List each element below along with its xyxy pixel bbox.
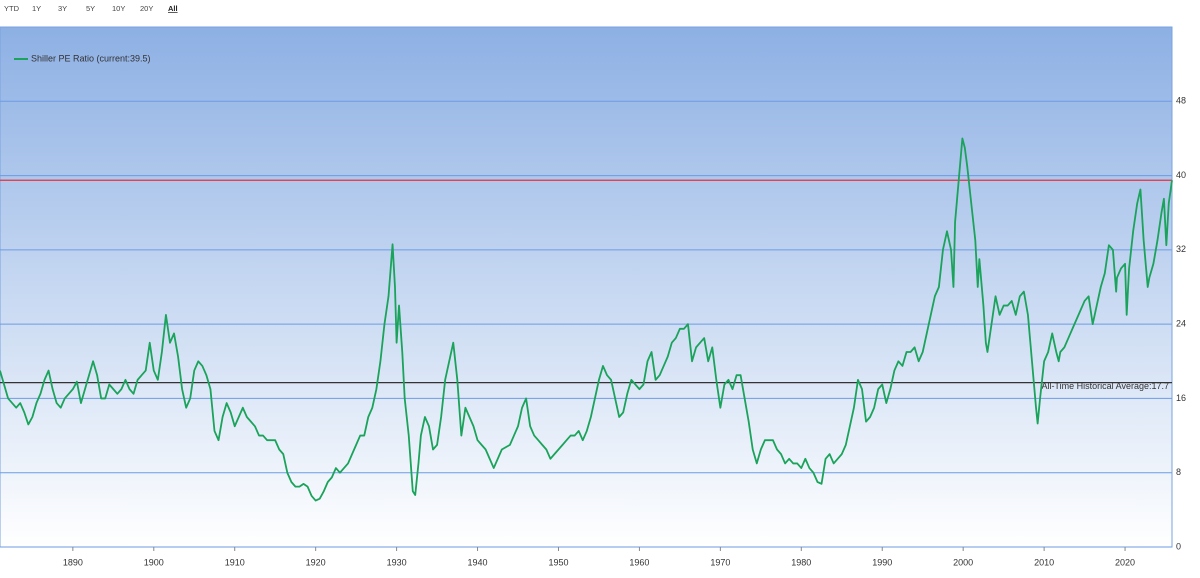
range-button[interactable]: 3Y bbox=[58, 4, 67, 13]
range-button[interactable]: 10Y bbox=[112, 4, 125, 13]
legend-label[interactable]: Shiller PE Ratio (current:39.5) bbox=[31, 53, 151, 63]
range-button[interactable]: YTD bbox=[4, 4, 20, 13]
y-tick-label: 24 bbox=[1176, 319, 1186, 329]
y-tick-label: 32 bbox=[1176, 244, 1186, 254]
range-button[interactable]: 5Y bbox=[86, 4, 95, 13]
series-line bbox=[0, 137, 1173, 502]
range-button[interactable]: 20Y bbox=[140, 4, 153, 13]
x-tick-label: 1890 bbox=[63, 557, 83, 567]
range-button[interactable]: 1Y bbox=[32, 4, 41, 13]
x-tick-label: 1990 bbox=[872, 557, 892, 567]
y-tick-label: 48 bbox=[1176, 96, 1186, 106]
plot-area bbox=[0, 26, 1173, 548]
x-tick-label: 1940 bbox=[468, 557, 488, 567]
x-tick-label: 1930 bbox=[387, 557, 407, 567]
x-tick-label: 1960 bbox=[629, 557, 649, 567]
x-tick-label: 1950 bbox=[548, 557, 568, 567]
x-tick-label: 2010 bbox=[1034, 557, 1054, 567]
x-tick-label: 2020 bbox=[1115, 557, 1135, 567]
y-tick-label: 40 bbox=[1176, 170, 1186, 180]
chart-layer: YTD 1Y 3Y 5Y 10Y 20Y All 0 8 16 24 32 40 48 1890 1900 19… bbox=[0, 4, 1186, 567]
x-tick-label: 1920 bbox=[306, 557, 326, 567]
range-button[interactable]: All bbox=[168, 4, 178, 13]
y-tick-label: 0 bbox=[1176, 541, 1181, 551]
x-tick-label: 1910 bbox=[225, 557, 245, 567]
y-tick-label: 8 bbox=[1176, 467, 1181, 477]
reference-label: All-Time Historical Average:17.7 bbox=[1041, 381, 1169, 391]
x-tick-label: 1970 bbox=[710, 557, 730, 567]
y-tick-label: 16 bbox=[1176, 393, 1186, 403]
x-tick-label: 2000 bbox=[953, 557, 973, 567]
x-tick-label: 1980 bbox=[791, 557, 811, 567]
x-tick-label: 1900 bbox=[144, 557, 164, 567]
